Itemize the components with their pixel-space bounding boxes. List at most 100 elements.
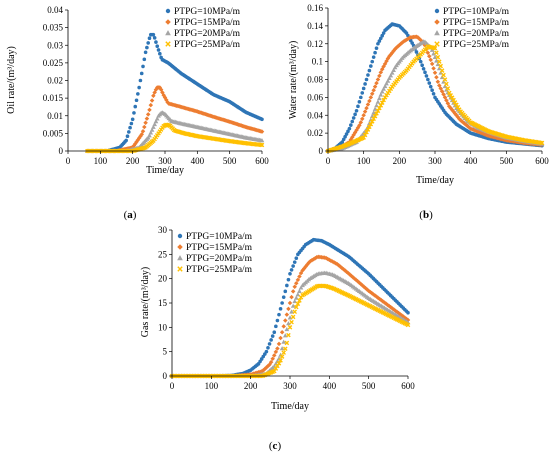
chart-b-y-tick-label: 0 [319, 146, 324, 156]
chart-a-y-ticks: 0 0.005 0.01 0.015 0.02 0.025 0.03 0.035 0.04 [43, 5, 68, 156]
chart-b-point [428, 57, 433, 63]
chart-b-legend-label: PTPG=25MPa/m [443, 40, 510, 50]
chart-b-x-tick-label: 600 [535, 156, 549, 166]
chart-b-x-label: Time/day [416, 175, 454, 186]
chart-a-legend-label: PTPG=15MPa/m [174, 18, 241, 28]
chart-a-point [152, 36, 157, 40]
chart-a-point [136, 92, 140, 96]
chart-a-point [144, 116, 150, 121]
chart-c-point [271, 368, 277, 374]
chart-b-point [431, 66, 436, 71]
chart-b-point [354, 108, 359, 113]
chart-b-point [378, 70, 384, 75]
chart-a-point [154, 40, 158, 44]
chart-b-point [368, 121, 374, 127]
chart-a-panel-label: (a) [124, 209, 137, 221]
chart-b-point [389, 70, 395, 75]
chart-c-point [273, 349, 279, 355]
chart-c: 0 100 200 300 400 500 600 0 5 10 15 20 25 30 Time/da… [140, 225, 415, 452]
chart-b-x-ticks: 0 100 200 300 400 500 600 [326, 151, 549, 166]
chart-b-point [434, 75, 439, 80]
chart-a-point [154, 116, 160, 121]
chart-c-point [289, 268, 294, 272]
chart-b-point [367, 68, 372, 73]
chart-a-point [142, 57, 147, 62]
chart-b-x-tick-label: 300 [428, 156, 442, 166]
chart-c-point [268, 359, 274, 365]
chart-b-point [381, 31, 386, 35]
chart-b-point [429, 61, 435, 67]
chart-b-point [427, 81, 432, 85]
chart-a-point [147, 107, 152, 113]
chart-b-point [353, 112, 357, 117]
chart-c-x-label: Time/day [271, 401, 309, 412]
chart-c-point [289, 294, 294, 300]
chart-a-point [259, 138, 265, 143]
chart-a-x-tick-label: 300 [158, 156, 172, 166]
chart-a-point [143, 50, 148, 55]
chart-a-point [126, 130, 131, 134]
chart-a-legend: PTPG=10MPa/mPTPG=15MPa/mPTPG=20MPa/mPTPG… [165, 7, 241, 50]
chart-c-x-tick-label: 200 [244, 381, 258, 391]
chart-b-panel-letter: b [423, 209, 429, 221]
chart-b-point [369, 64, 373, 68]
chart-b-point [364, 105, 369, 111]
chart-b-point [371, 87, 376, 93]
chart-b-point [432, 45, 438, 51]
chart-b-point [426, 77, 430, 82]
chart-c-point [293, 295, 299, 300]
chart-c-point [275, 363, 280, 369]
chart-b-point [347, 126, 352, 131]
chart-a-point [133, 104, 138, 109]
chart-b-point [435, 79, 441, 84]
chart-b-point [370, 59, 375, 64]
chart-b-x-tick-label: 200 [393, 156, 407, 166]
chart-a-x-tick-label: 600 [255, 156, 269, 166]
chart-c-point [281, 324, 286, 329]
chart-b-point [439, 68, 445, 73]
chart-c-point [275, 346, 280, 351]
chart-c-point [298, 285, 304, 290]
chart-b-point [361, 135, 366, 140]
chart-b-y-tick-label: 0.04 [307, 110, 323, 120]
chart-a-point [151, 93, 156, 99]
chart-a-legend-label: PTPG=10MPa/m [174, 7, 241, 17]
chart-b-point [371, 110, 376, 115]
chart-c-point [277, 312, 281, 317]
chart-a-panel-letter: a [127, 209, 133, 221]
chart-a-point [128, 125, 132, 130]
chart-c-x-ticks: 0 100 200 300 400 500 600 [170, 376, 415, 391]
chart-c-point [281, 339, 287, 344]
chart-c-point [295, 277, 301, 283]
chart-a-point [260, 117, 264, 122]
chart-b-point [344, 132, 349, 136]
chart-c-point [286, 306, 291, 312]
chart-c-point [287, 300, 293, 306]
chart-c-point [272, 353, 277, 358]
chart-c-point [264, 349, 269, 354]
chart-a-point [129, 121, 134, 126]
chart-b-point [380, 33, 385, 38]
chart-c-point [297, 288, 302, 293]
chart-b-point [356, 104, 360, 109]
chart-b-point [377, 39, 382, 43]
chart-c-legend-label: PTPG=15MPa/m [186, 243, 253, 253]
chart-a-point [148, 102, 154, 108]
chart-c-x-tick-label: 100 [205, 381, 219, 391]
chart-a-point [124, 138, 128, 143]
chart-c-series-ptpg-20mpa-m [169, 270, 411, 378]
chart-c-legend-marker [177, 244, 183, 250]
chart-b-point [377, 105, 382, 111]
chart-c-point [293, 304, 299, 310]
chart-c-point [280, 301, 284, 305]
chart-c-legend: PTPG=10MPa/mPTPG=15MPa/mPTPG=20MPa/mPTPG… [177, 232, 253, 275]
chart-a-point [137, 85, 141, 90]
chart-b-point [369, 91, 375, 97]
chart-b-point [420, 63, 424, 67]
chart-b-point [377, 73, 382, 79]
chart-c-point [276, 341, 282, 347]
chart-b-point [374, 80, 379, 86]
chart-a-x-ticks: 0 100 200 300 400 500 600 [66, 151, 269, 166]
chart-c-x-tick-label: 400 [323, 381, 337, 391]
chart-a-point [149, 98, 155, 103]
